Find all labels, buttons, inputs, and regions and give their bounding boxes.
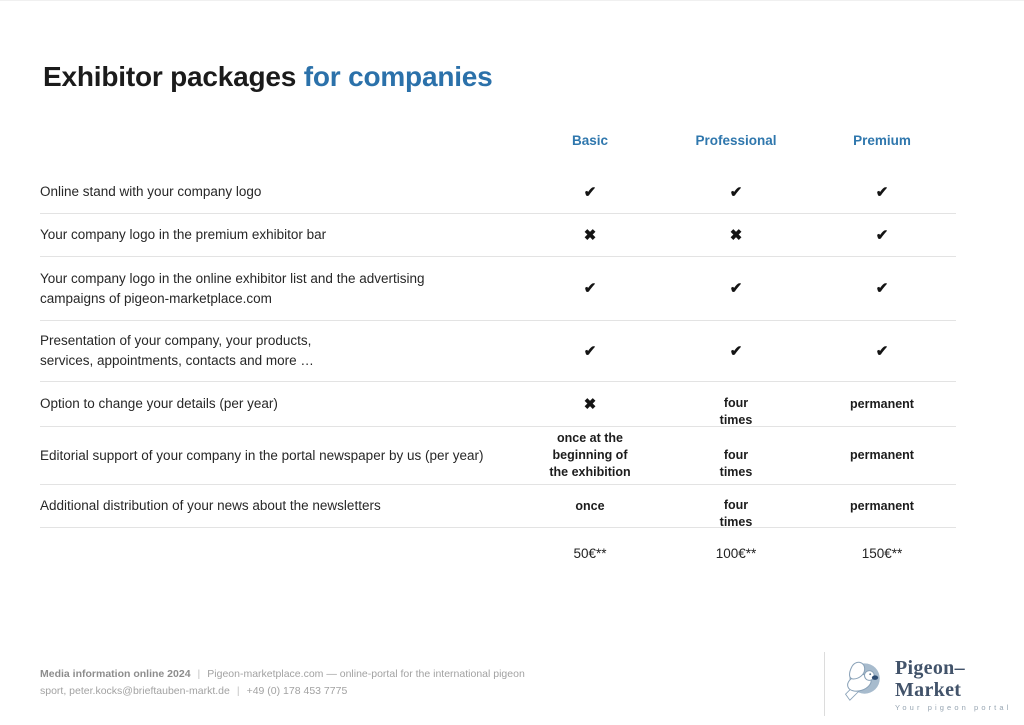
value-text: permanent <box>850 448 914 462</box>
check-icon: ✔ <box>583 342 597 360</box>
feature-label: Your company logo in the online exhibito… <box>40 270 425 306</box>
footer-divider <box>824 652 825 716</box>
table-row: Your company logo in the premium exhibit… <box>40 214 956 257</box>
title-main: Exhibitor packages <box>43 61 297 92</box>
footer-phone: +49 (0) 178 453 7775 <box>246 684 348 697</box>
logo-tagline: Your pigeon portal <box>895 702 1012 712</box>
price-premium: 150€** <box>861 545 903 561</box>
footer-email: sport, peter.kocks@brieftauben-markt.de <box>40 684 230 697</box>
check-icon: ✔ <box>875 342 889 360</box>
feature-label: Presentation of your company, your produ… <box>40 333 314 368</box>
column-headers: Basic Professional Premium <box>40 133 956 148</box>
table-row: Presentation of your company, your produ… <box>40 321 956 382</box>
packages-table: Online stand with your company logo ✔ ✔ ✔ Yo… <box>40 171 956 578</box>
feature-label: Option to change your details (per year) <box>40 396 278 411</box>
value-text: four times <box>719 447 753 479</box>
price-row: 50€** 100€** 150€** <box>40 528 956 578</box>
cross-icon: ✖ <box>583 226 597 244</box>
check-icon: ✔ <box>729 280 743 297</box>
pigeon-icon <box>836 656 888 713</box>
value-text: four times <box>719 396 753 427</box>
footer-separator2: | <box>236 684 240 697</box>
feature-label: Your company logo in the premium exhibit… <box>40 227 327 242</box>
cross-icon: ✖ <box>583 395 597 413</box>
logo-text: Pigeon–Market Your pigeon portal <box>895 657 1024 712</box>
value-text: permanent <box>850 396 914 411</box>
company-logo: Pigeon–Market Your pigeon portal <box>836 653 1024 715</box>
feature-label: Editorial support of your company in the… <box>40 447 484 463</box>
price-professional: 100€** <box>715 545 757 561</box>
title-accent: for companies <box>303 61 493 92</box>
column-header-professional: Professional <box>695 133 777 148</box>
table-row: Your company logo in the online exhibito… <box>40 257 956 321</box>
footer-separator: | <box>197 668 201 680</box>
value-text: permanent <box>850 498 914 513</box>
cross-icon: ✖ <box>729 226 743 244</box>
footer-portal-text: Pigeon-marketplace.com — online-portal f… <box>207 668 525 680</box>
feature-label: Online stand with your company logo <box>40 184 262 199</box>
table-row: Editorial support of your company in the… <box>40 427 956 485</box>
footer-media-info: Media information online 2024 <box>40 668 191 680</box>
check-icon: ✔ <box>875 280 889 297</box>
column-header-spacer <box>40 133 517 148</box>
check-icon: ✔ <box>583 280 597 297</box>
check-icon: ✔ <box>729 183 743 201</box>
check-icon: ✔ <box>875 226 889 244</box>
value-text: four times <box>719 498 753 529</box>
check-icon: ✔ <box>729 342 743 360</box>
price-basic: 50€** <box>573 545 607 561</box>
page-title: Exhibitor packages for companies <box>43 61 493 93</box>
footer: Media information online 2024 | Pigeon-mar… <box>40 666 820 699</box>
footer-line1: Media information online 2024 | Pigeon-mar… <box>40 666 820 683</box>
table-row: Option to change your details (per year)… <box>40 382 956 427</box>
footer-line2: sport, peter.kocks@brieftauben-markt.de |… <box>40 683 820 700</box>
feature-label: Additional distribution of your news abo… <box>40 498 381 513</box>
check-icon: ✔ <box>583 183 597 201</box>
table-rows: Online stand with your company logo ✔ ✔ ✔ Yo… <box>40 171 956 529</box>
column-header-premium: Premium <box>853 133 911 148</box>
value-text: once <box>575 498 605 513</box>
table-row: Additional distribution of your news abo… <box>40 485 956 529</box>
logo-name: Pigeon–Market <box>895 656 965 701</box>
column-header-basic: Basic <box>571 133 609 148</box>
check-icon: ✔ <box>875 183 889 201</box>
table-row: Online stand with your company logo ✔ ✔ ✔ <box>40 171 956 214</box>
value-text: once at the beginning of the exhibition <box>549 431 631 479</box>
